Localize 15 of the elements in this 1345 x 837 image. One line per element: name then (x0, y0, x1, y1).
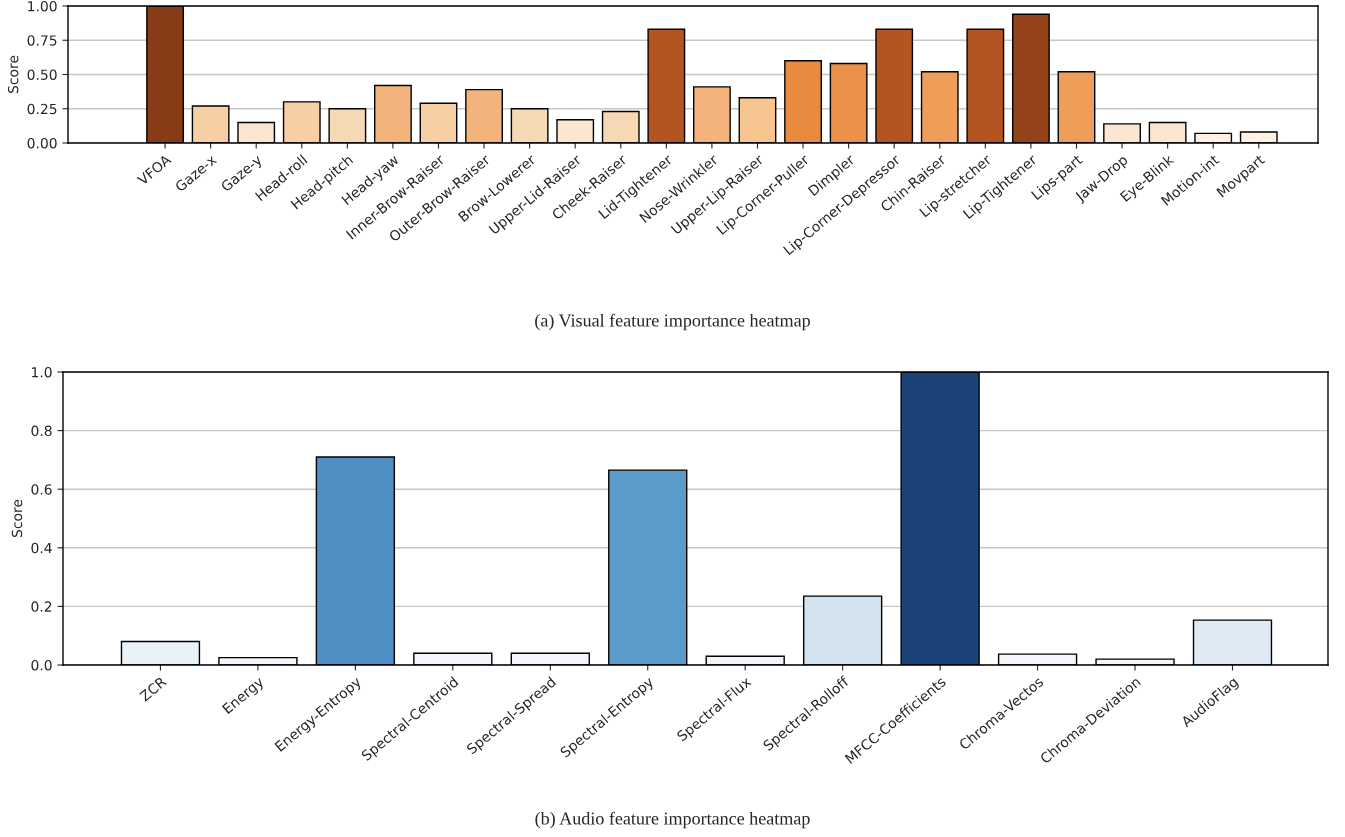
y-tick-label: 1.00 (28, 0, 57, 12)
text: (b) Audio feature importance heatmap (535, 811, 810, 829)
y-tick-label: 0.4 (31, 542, 52, 554)
y-tick-label: 1.0 (32, 366, 52, 378)
y-tick-label: 0.50 (27, 69, 57, 80)
y-tick-label: 0.2 (31, 601, 52, 612)
y-tick-label: 0.25 (27, 103, 57, 115)
y-tick-label: 0.0 (31, 659, 52, 671)
y-axis-title: Score (11, 499, 23, 538)
y-axis-title: Score (7, 55, 19, 94)
text: (a) Visual feature importance heatmap (535, 313, 810, 331)
y-tick-label: 0.00 (27, 137, 57, 149)
y-tick-label: 0.75 (27, 35, 57, 46)
y-tick-label: 0.8 (31, 425, 52, 437)
y-tick-label: 0.6 (31, 484, 52, 495)
